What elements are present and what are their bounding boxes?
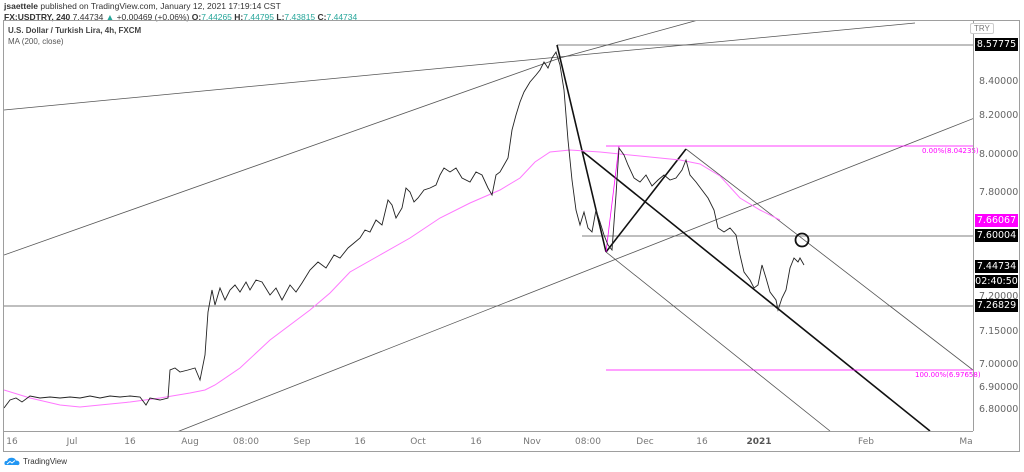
tradingview-logo-text: TradingView <box>23 457 68 466</box>
price-tick: 7.15000 <box>979 326 1019 337</box>
high-level-tag: 8.57775 <box>975 38 1018 51</box>
legend-title: U.S. Dollar / Turkish Lira, 4h, FXCM <box>8 26 142 35</box>
time-tick: Sep <box>293 437 311 447</box>
time-axis[interactable] <box>3 431 973 453</box>
symbol: FX:USDTRY, 240 <box>4 12 71 22</box>
trendlines <box>4 21 973 431</box>
publisher-name[interactable]: jsaettele <box>4 1 39 11</box>
ma-line <box>4 149 781 408</box>
last-price-tag: 7.44734 <box>975 260 1018 273</box>
currency-label: TRY <box>970 23 994 34</box>
time-tick: 16 <box>6 437 18 447</box>
ma-value-tag: 7.66067 <box>975 214 1018 227</box>
last-price: 7.44734 <box>72 12 104 22</box>
price-tick: 7.80000 <box>979 187 1019 198</box>
time-tick: 16 <box>354 437 366 447</box>
publish-header: jsaettele published on TradingView.com, … <box>4 1 357 23</box>
symbol-line: FX:USDTRY, 240 7.44734 ▲ +0.00469 (+0.06… <box>4 12 358 22</box>
chart-frame[interactable] <box>3 20 1020 452</box>
time-tick-year: 2021 <box>746 437 772 447</box>
time-tick: 16 <box>696 437 708 447</box>
fib-top-label: 0.00%(8.04235) <box>922 147 979 155</box>
price-line <box>4 50 805 409</box>
open-value: 7.44265 <box>201 12 232 22</box>
published-text: published on TradingView.com, January 12… <box>40 1 281 11</box>
low-value: 7.43815 <box>284 12 316 22</box>
price-tick: 7.20000 <box>979 291 1019 302</box>
chart-legend: U.S. Dollar / Turkish Lira, 4h, FXCM MA … <box>8 25 141 47</box>
fib-bottom-label: 100.00%(6.97658) <box>915 371 981 379</box>
time-tick: Jul <box>66 437 78 447</box>
price-tick: 8.20000 <box>979 110 1019 121</box>
time-tick: 16 <box>470 437 482 447</box>
legend-indicator[interactable]: MA (200, close) <box>8 37 64 46</box>
time-tick: Oct <box>410 437 426 447</box>
price-tick: 6.90000 <box>979 382 1019 393</box>
time-tick: 16 <box>124 437 136 447</box>
support-level-tag: 7.26829 <box>975 299 1018 312</box>
resistance-level-tag: 7.60004 <box>975 229 1018 242</box>
price-tick: 8.00000 <box>979 149 1019 160</box>
price-tick: 7.00000 <box>979 359 1019 370</box>
time-tick: Dec <box>636 437 654 447</box>
close-value: 7.44734 <box>326 12 358 22</box>
price-tick: 6.80000 <box>979 404 1019 415</box>
time-tick: 08:00 <box>575 437 601 447</box>
time-tick: 08:00 <box>233 437 259 447</box>
time-tick: Aug <box>181 437 199 447</box>
time-tick: Nov <box>523 437 541 447</box>
target-circle-icon <box>794 232 810 248</box>
tradingview-cloud-icon <box>4 457 20 466</box>
time-tick: Ma <box>959 437 973 447</box>
time-tick: Feb <box>858 437 874 447</box>
tradingview-logo[interactable]: TradingView <box>4 457 67 466</box>
bar-countdown-tag: 02:40:50 <box>975 275 1018 288</box>
pattern-lines <box>556 44 931 431</box>
high-value: 7.44795 <box>243 12 275 22</box>
price-tick: 8.40000 <box>979 76 1019 87</box>
up-arrow-icon: ▲ <box>105 12 115 22</box>
change: +0.00469 (+0.06%) <box>116 12 190 22</box>
price-axis[interactable] <box>973 20 1021 431</box>
